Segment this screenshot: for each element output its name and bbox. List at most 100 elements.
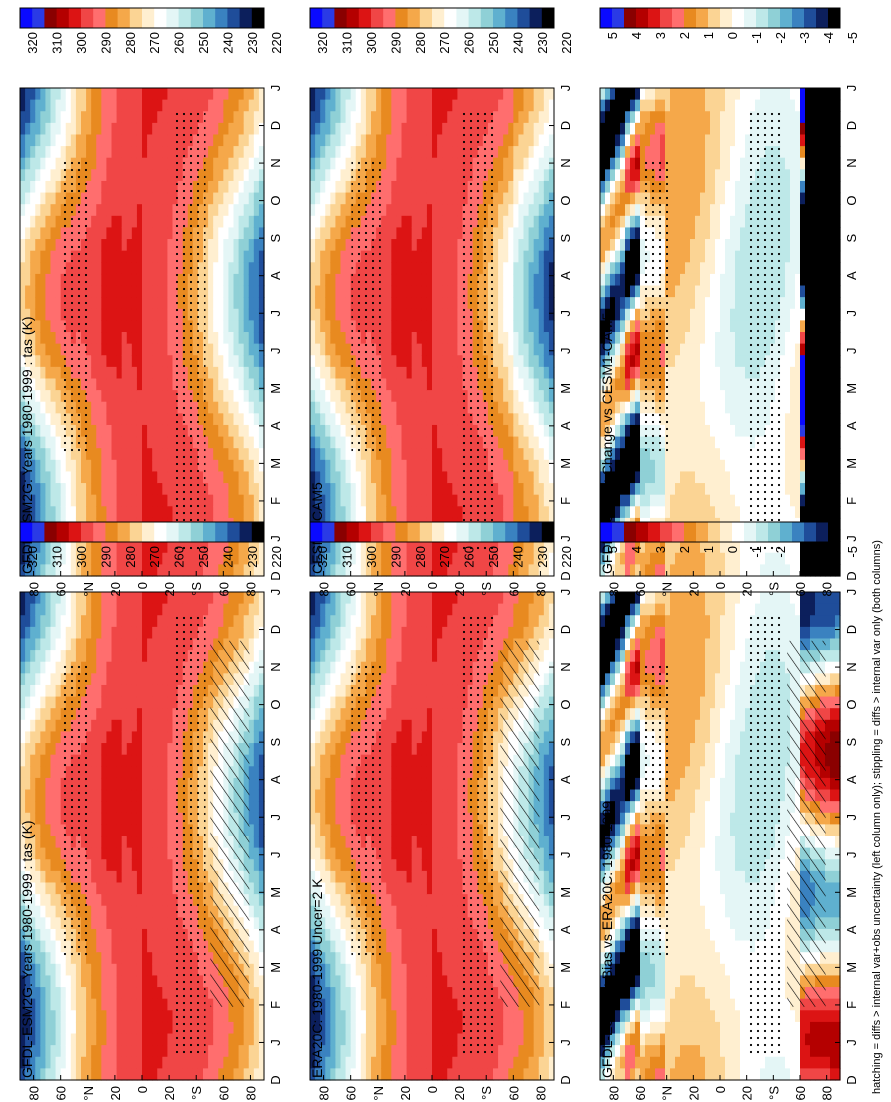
heatmap-cell xyxy=(20,708,26,721)
heatmap-cell xyxy=(253,836,260,849)
heatmap-cell xyxy=(233,320,240,333)
heatmap-cell xyxy=(360,998,367,1011)
heatmap-cell xyxy=(101,650,108,663)
heatmap-cell xyxy=(96,789,102,802)
heatmap-cell xyxy=(131,708,138,721)
heatmap-cell xyxy=(81,494,87,507)
heatmap-cell xyxy=(238,169,245,182)
heatmap-cell xyxy=(157,262,163,275)
heatmap-cell xyxy=(238,122,245,136)
heatmap-cell xyxy=(350,952,357,965)
heatmap-cell xyxy=(167,847,174,860)
heatmap-cell xyxy=(152,1045,158,1058)
heatmap-cell xyxy=(126,111,133,124)
heatmap-cell xyxy=(350,592,357,605)
heatmap-cell xyxy=(157,1045,163,1058)
heatmap-cell xyxy=(142,603,148,616)
heatmap-cell xyxy=(142,169,148,182)
heatmap-cell xyxy=(50,390,57,403)
heatmap-cell xyxy=(91,731,97,744)
heatmap-cell xyxy=(91,987,97,1000)
heatmap-cell xyxy=(391,626,398,640)
heatmap-cell xyxy=(213,592,219,605)
heatmap-cell xyxy=(371,1068,377,1081)
heatmap-cell xyxy=(172,564,179,577)
heatmap-cell xyxy=(320,824,326,837)
heatmap-cell xyxy=(40,661,47,674)
heatmap-cell xyxy=(111,882,118,895)
heatmap-cell xyxy=(203,459,209,473)
heatmap-cell xyxy=(406,731,413,744)
heatmap-cell xyxy=(233,355,240,368)
heatmap-cell xyxy=(106,719,113,733)
heatmap-cell xyxy=(45,297,52,310)
heatmap-cell xyxy=(162,905,169,918)
heatmap-cell xyxy=(228,626,235,640)
month-tick-label: J xyxy=(268,814,283,821)
heatmap-cell xyxy=(35,754,41,767)
heatmap-cell xyxy=(177,592,184,605)
heatmap-cell xyxy=(40,494,47,507)
heatmap-cell xyxy=(142,308,148,321)
heatmap-cell xyxy=(391,1056,398,1069)
heatmap-cell xyxy=(371,592,377,605)
heatmap-cell xyxy=(238,88,245,101)
heatmap-cell xyxy=(152,111,158,124)
heatmap-cell xyxy=(106,157,113,170)
heatmap-cell xyxy=(310,1045,316,1058)
heatmap-cell xyxy=(65,998,72,1011)
heatmap-cell xyxy=(345,1068,352,1081)
heatmap-cell xyxy=(142,343,148,356)
heatmap-cell xyxy=(30,180,36,194)
heatmap-cell xyxy=(142,615,148,628)
heatmap-cell xyxy=(142,192,148,205)
heatmap-cell xyxy=(45,859,52,872)
heatmap-cell xyxy=(91,1056,97,1069)
heatmap-cell xyxy=(60,952,67,965)
heatmap-cell xyxy=(315,731,321,744)
heatmap-cell xyxy=(96,661,102,674)
heatmap-cell xyxy=(106,940,113,953)
heatmap-cell xyxy=(116,448,123,461)
heatmap-cell xyxy=(253,592,260,605)
heatmap-cell xyxy=(81,998,87,1011)
heatmap-cell xyxy=(121,998,128,1011)
heatmap-cell xyxy=(167,987,174,1000)
heatmap-cell xyxy=(131,592,138,605)
heatmap-cell xyxy=(136,615,143,628)
heatmap-cell xyxy=(401,592,408,605)
heatmap-cell xyxy=(40,1056,47,1069)
heatmap-cell xyxy=(203,88,209,101)
heatmap-cell xyxy=(40,169,47,182)
heatmap-cell xyxy=(157,1056,163,1069)
heatmap-cell xyxy=(381,592,387,605)
heatmap-cell xyxy=(20,731,26,744)
heatmap-cell xyxy=(142,239,148,252)
heatmap-cell xyxy=(106,754,113,767)
heatmap-cell xyxy=(147,343,153,356)
heatmap-cell xyxy=(126,471,133,484)
heatmap-cell xyxy=(157,754,163,767)
heatmap-cell xyxy=(147,998,153,1011)
heatmap-cell xyxy=(167,1045,174,1058)
heatmap-cell xyxy=(106,905,113,918)
heatmap-cell xyxy=(101,743,108,756)
heatmap-cell xyxy=(96,297,102,310)
heatmap-cell xyxy=(121,696,128,709)
heatmap-cell xyxy=(106,789,113,802)
heatmap-cell xyxy=(40,917,47,930)
heatmap-cell xyxy=(162,483,169,496)
heatmap-cell xyxy=(345,789,352,802)
heatmap-cell xyxy=(96,615,102,628)
heatmap-cell xyxy=(411,626,418,640)
heatmap-cell xyxy=(126,239,133,252)
heatmap-cell xyxy=(96,766,102,779)
heatmap-cell xyxy=(203,273,209,287)
heatmap-cell xyxy=(228,285,235,298)
heatmap-cell xyxy=(116,882,123,895)
heatmap-cell xyxy=(30,963,36,977)
heatmap-cell xyxy=(152,836,158,849)
heatmap-cell xyxy=(55,111,62,124)
heatmap-cell xyxy=(258,122,265,136)
heatmap-cell xyxy=(152,227,158,240)
